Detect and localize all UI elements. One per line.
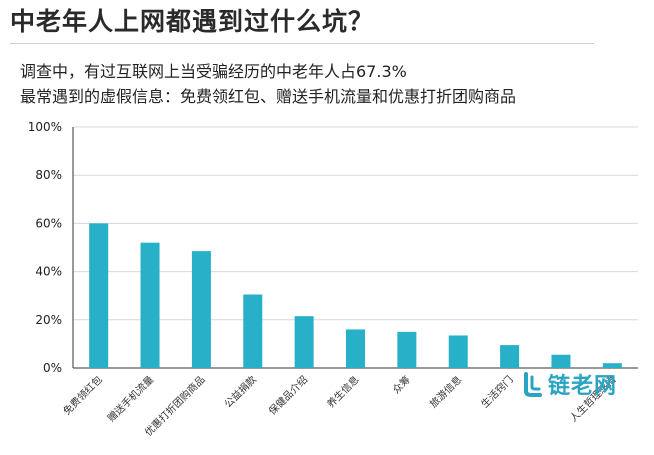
bar	[500, 345, 520, 368]
subtitle-line-1: 调查中，有过互联网上当受骗经历的中老年人占67.3%	[20, 62, 407, 81]
bar	[346, 329, 365, 368]
watermark-text: 链老网	[548, 374, 618, 399]
x-tick-label: 养生信息	[324, 373, 361, 410]
y-tick-label: 0%	[43, 361, 62, 375]
bar	[397, 331, 417, 368]
x-tick-label: 保健品介绍	[266, 373, 311, 418]
x-tick-label: 公益捐款	[221, 373, 258, 410]
bar	[602, 363, 622, 368]
x-tick-label: 众筹	[390, 373, 413, 396]
y-tick-label: 80%	[35, 168, 62, 182]
x-tick-label: 生活窍门	[478, 373, 515, 410]
chain-logo-icon	[524, 372, 542, 397]
x-tick-label: 旅游信息	[427, 373, 464, 410]
x-tick-label: 免费领红包	[60, 373, 105, 418]
subtitle-line-2: 最常遇到的虚假信息：免费领红包、赠送手机流量和优惠打折团购商品	[20, 87, 517, 106]
y-tick-label: 40%	[35, 265, 62, 279]
y-tick-label: 60%	[35, 216, 62, 230]
watermark-logo: 链老网	[522, 370, 618, 399]
bar	[551, 354, 571, 368]
bar	[294, 316, 314, 368]
page-title: 中老年人上网都遇到过什么坑？	[10, 7, 375, 36]
bar	[191, 251, 211, 368]
bar	[89, 223, 109, 368]
y-tick-label: 100%	[28, 120, 62, 134]
bar	[243, 294, 263, 368]
y-tick-label: 20%	[35, 313, 62, 327]
x-tick-label: 赠送手机流量	[105, 373, 157, 425]
bar	[140, 242, 160, 368]
title-divider	[10, 43, 594, 44]
bar	[448, 335, 468, 368]
